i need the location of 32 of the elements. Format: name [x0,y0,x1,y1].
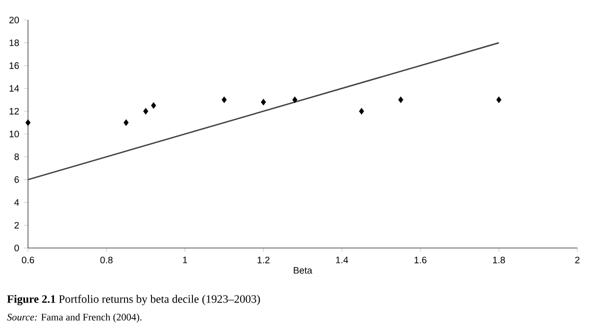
y-tick-label: 12 [10,108,19,114]
point [398,96,404,104]
point [292,96,298,104]
x-tick-label: 1.6 [414,256,426,264]
point [222,96,227,104]
y-tick-label: 2 [14,222,19,228]
y-tick-label: 6 [14,176,19,183]
text: Source: Fama and French (2004). [7,313,142,323]
y-tick-label: 8 [14,154,19,160]
y-tick-label: 18 [10,40,19,46]
y-tick-label: 4 [14,199,20,206]
point [151,102,156,109]
y-tick-label: 20 [9,16,19,24]
point [26,119,30,126]
point [143,108,148,114]
text: Figure 2.1 Portfolio returns by beta decile (1923–2003) [7,294,260,306]
x-tick-label: 1.2 [258,256,270,264]
point [359,108,364,114]
x-tick-label: 1.8 [493,256,505,264]
point [124,119,129,126]
x-tick-label: 2 [575,256,580,264]
y-tick-label: 0 [14,244,19,252]
point [260,98,266,106]
y-tick-label: 14 [10,85,20,92]
point [496,96,502,104]
x-tick-label: 1 [183,256,188,264]
x-axis-title: Beta [294,267,312,274]
x-tick-label: 1.4 [336,256,348,264]
x-tick-label: 0.8 [100,256,113,264]
x-tick-label: 0.6 [22,256,34,264]
y-tick-label: 10 [10,130,19,138]
y-tick-label: 16 [10,62,19,69]
